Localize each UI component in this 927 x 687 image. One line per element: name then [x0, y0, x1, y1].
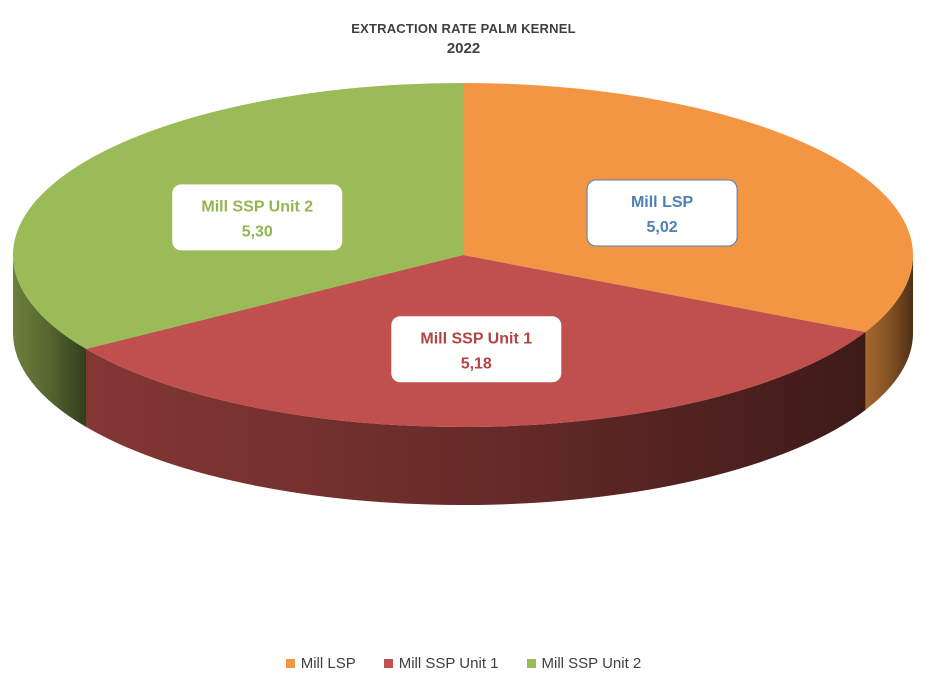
pie-side-shade-mill-ssp-unit-2: [13, 255, 87, 427]
data-label-value: 5,30: [242, 223, 273, 240]
data-label-box: [391, 316, 562, 383]
data-label-box: [586, 179, 738, 247]
legend-item-mill-ssp-unit-2: Mill SSP Unit 2: [526, 655, 642, 672]
legend-swatch: [383, 659, 393, 668]
data-label-name: Mill LSP: [631, 194, 694, 211]
legend-label: Mill SSP Unit 1: [398, 655, 499, 672]
data-label-mill-ssp-unit-2: Mill SSP Unit 2 5,30: [172, 184, 343, 251]
legend-label: Mill LSP: [300, 655, 356, 672]
chart-title: EXTRACTION RATE PALM KERNEL: [351, 21, 576, 36]
legend-item-mill-lsp: Mill LSP: [285, 655, 356, 672]
data-label-value: 5,02: [647, 219, 678, 236]
legend-item-mill-ssp-unit-1: Mill SSP Unit 1: [383, 655, 499, 672]
data-label-box: [172, 184, 343, 251]
data-label-value: 5,18: [461, 355, 492, 372]
pie-side-shade-mill-ssp-unit-1: [86, 331, 866, 505]
pie-side-shade-mill-lsp: [865, 255, 913, 410]
legend-swatch: [285, 659, 295, 668]
legend-swatch: [526, 659, 536, 668]
data-label-mill-ssp-unit-1: Mill SSP Unit 1 5,18: [391, 316, 562, 383]
legend: Mill LSP Mill SSP Unit 1 Mill SSP Unit 2: [0, 655, 927, 672]
data-label-mill-lsp: Mill LSP 5,02: [586, 179, 738, 247]
data-label-name: Mill SSP Unit 1: [420, 330, 532, 347]
data-label-name: Mill SSP Unit 2: [201, 198, 313, 215]
legend-label: Mill SSP Unit 2: [541, 655, 642, 672]
chart-subtitle: 2022: [446, 40, 481, 57]
